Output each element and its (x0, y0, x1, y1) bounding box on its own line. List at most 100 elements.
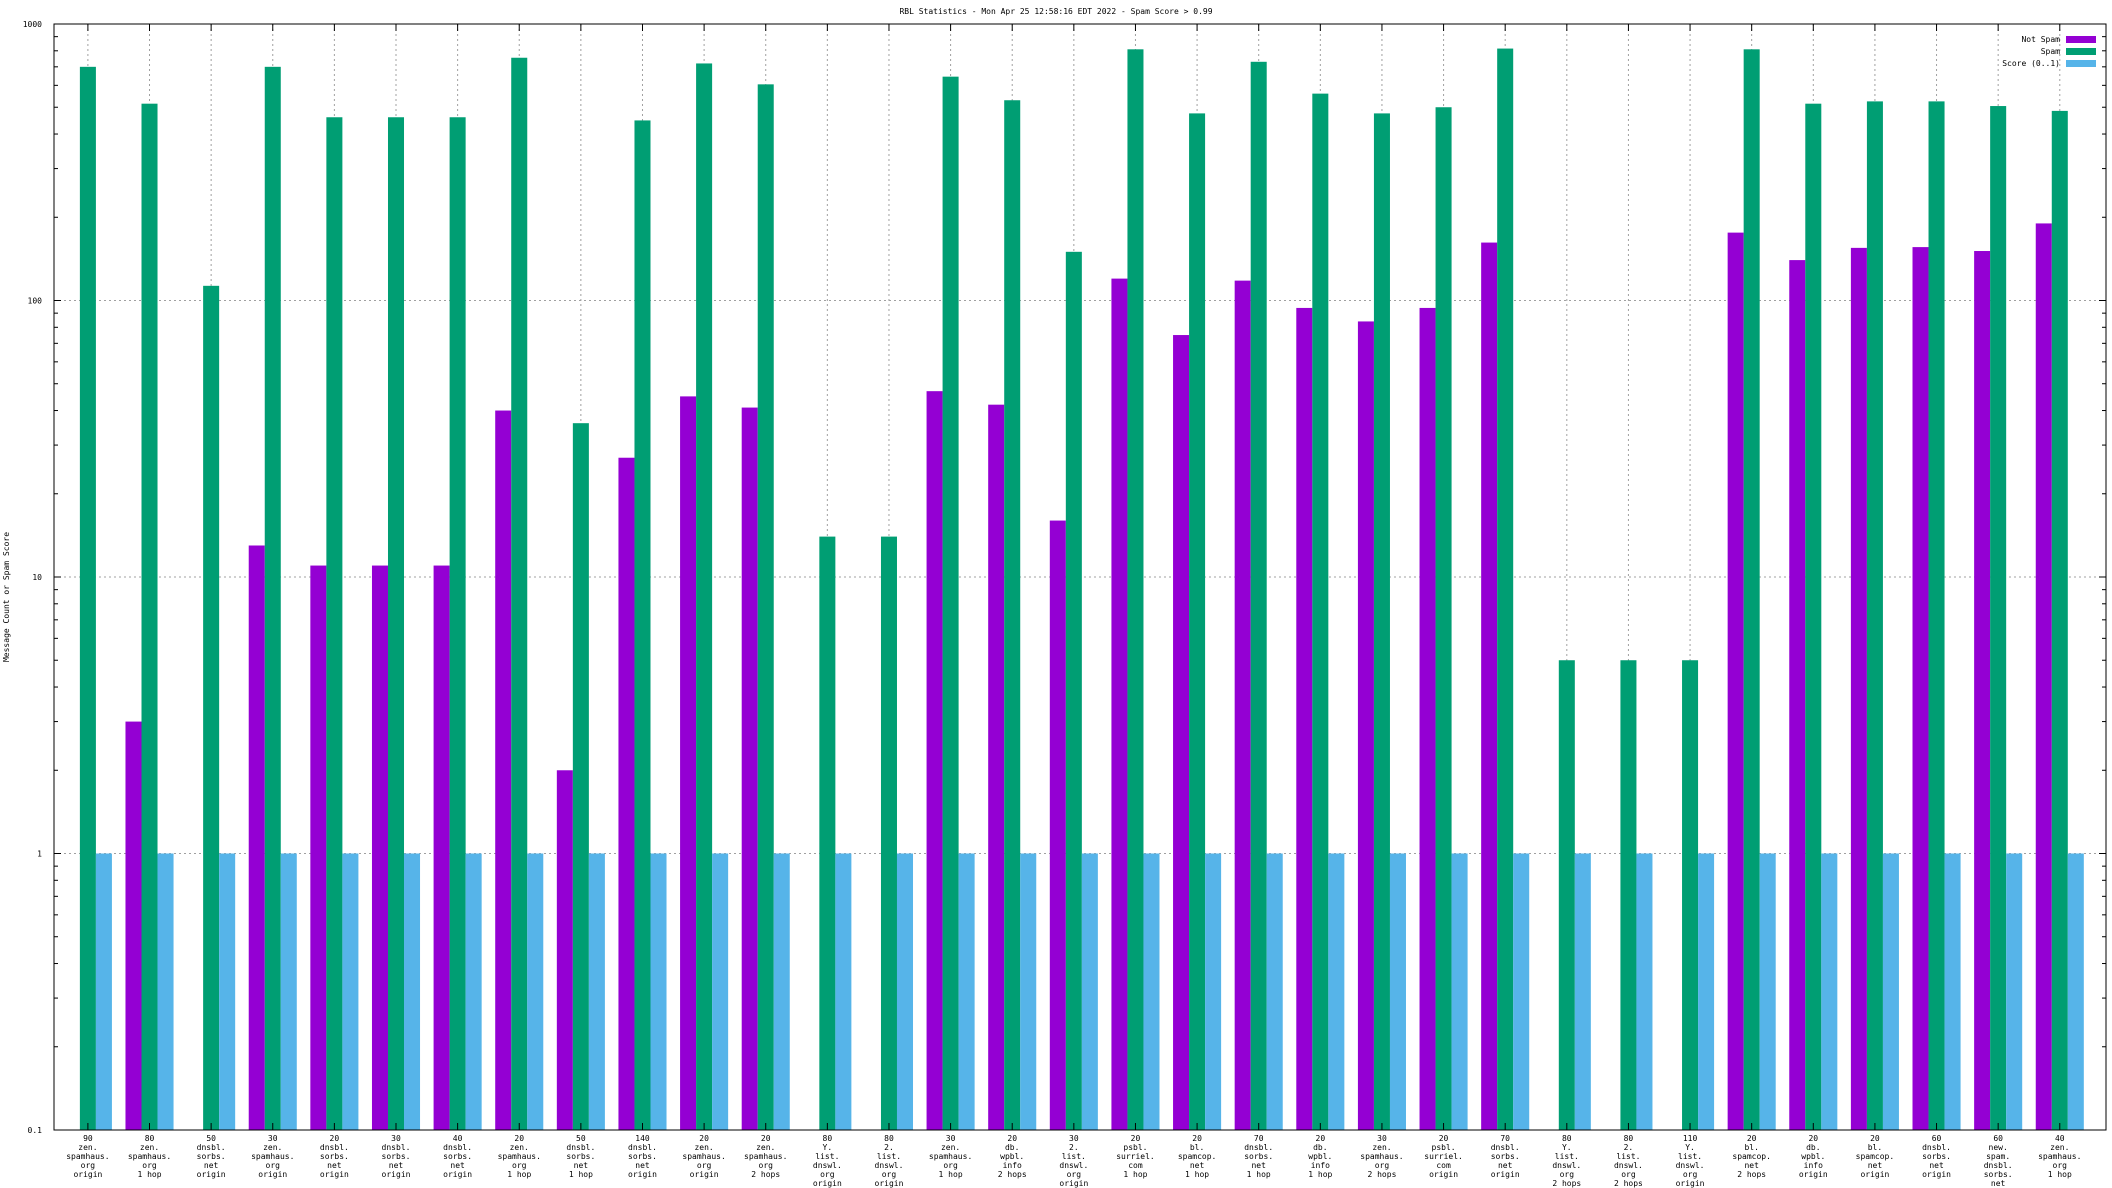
bar-score-0-1 (1205, 853, 1222, 1130)
bars (79, 48, 2084, 1131)
x-tick-label-line: 40 (2055, 1134, 2065, 1143)
y-tick-label: 100 (28, 297, 43, 306)
x-tick-label-line: origin (1922, 1170, 1951, 1179)
bar-not-spam (1727, 232, 1744, 1131)
x-tick-label-line: net (1929, 1161, 1944, 1170)
bar-score-0-1 (1020, 853, 1037, 1130)
x-tick-label-line: list. (877, 1152, 901, 1161)
bar-spam (1620, 660, 1637, 1130)
x-tick-label-line: 1 hop (939, 1170, 963, 1179)
x-tick-label-line: sorbs. (443, 1152, 472, 1161)
x-tick-label: 30 zen. spamhaus. org origin (251, 1134, 294, 1179)
x-tick-label-line: zen. (941, 1143, 960, 1152)
bar-score-0-1 (404, 853, 421, 1130)
y-tick-label: 0.1 (28, 1126, 43, 1135)
x-tick-label-line: origin (1799, 1170, 1828, 1179)
x-tick-label-line: 1 hop (137, 1170, 161, 1179)
x-tick-label-line: db. (1313, 1143, 1327, 1152)
x-tick-label-line: org (1621, 1170, 1636, 1179)
bar-score-0-1 (219, 853, 236, 1130)
bar-score-0-1 (1389, 853, 1406, 1130)
x-tick-label-line: 20 (1439, 1134, 1449, 1143)
x-tick-label: 20 zen. spamhaus. org origin (682, 1134, 725, 1179)
x-tick-label-line: sorbs. (1244, 1152, 1273, 1161)
bar-score-0-1 (1882, 853, 1899, 1130)
x-tick-label-line: sorbs. (566, 1152, 595, 1161)
x-tick-label-line: dnsbl. (320, 1143, 349, 1152)
x-tick-label-line: org (1375, 1161, 1390, 1170)
bar-not-spam (741, 407, 758, 1130)
x-tick-label-line: Y. (1685, 1143, 1695, 1152)
x-tick-label-line: sorbs. (197, 1152, 226, 1161)
bar-not-spam (556, 770, 573, 1130)
bar-score-0-1 (527, 853, 544, 1130)
x-tick-label-line: 60 (1993, 1134, 2003, 1143)
x-tick-label: 30 zen. spamhaus. org 2 hops (1360, 1134, 1403, 1179)
x-tick-label: 80 zen. spamhaus. org 1 hop (128, 1134, 171, 1179)
x-tick-label-line: org (1683, 1170, 1698, 1179)
bar-not-spam (1912, 247, 1929, 1130)
x-tick-label-line: 2 hops (751, 1170, 780, 1179)
x-tick-label-line: dnsbl. (1244, 1143, 1273, 1152)
x-tick-label-line: 20 (514, 1134, 524, 1143)
x-tick-label: 20 psbl. surriel. com 1 hop (1116, 1134, 1155, 1179)
chart-title: RBL Statistics - Mon Apr 25 12:58:16 EDT… (899, 7, 1212, 16)
legend-label: Not Spam (2021, 35, 2060, 44)
x-tick-label-line: zen. (1372, 1143, 1391, 1152)
bar-spam (1497, 48, 1514, 1130)
x-tick-label: 20 zen. spamhaus. org 1 hop (498, 1134, 541, 1179)
x-tick-label-line: spamhaus. (128, 1152, 171, 1161)
y-tick-label: 10 (32, 573, 42, 582)
bar-spam (511, 57, 528, 1130)
x-tick-label-line: 20 (761, 1134, 771, 1143)
x-tick-label-line: 20 (1808, 1134, 1818, 1143)
x-tick-label-line: 2 hops (1552, 1179, 1581, 1188)
x-tick-label-line: net (1498, 1161, 1513, 1170)
x-tick-label-line: wpbl. (1308, 1152, 1332, 1161)
bar-not-spam (248, 545, 265, 1130)
bar-spam (757, 84, 774, 1131)
x-tick-label-line: 30 (946, 1134, 956, 1143)
x-tick-label-line: sorbs. (1922, 1152, 1951, 1161)
bar-not-spam (926, 391, 943, 1131)
x-tick-label: 20 db. wpbl. info origin (1799, 1134, 1828, 1179)
bar-spam (1004, 100, 1021, 1131)
bar-score-0-1 (465, 853, 482, 1130)
x-tick-label-line: 110 (1683, 1134, 1698, 1143)
x-tick-label-line: spam. (1986, 1152, 2010, 1161)
x-tick-label-line: zen. (78, 1143, 97, 1152)
x-tick-label-line: spamcop. (1856, 1152, 1895, 1161)
x-tick-label-line: com (1436, 1161, 1451, 1170)
x-tick-label-line: zen. (140, 1143, 159, 1152)
x-tick-label-line: info (1003, 1161, 1022, 1170)
bar-spam (449, 117, 466, 1131)
x-tick-label: 140 dnsbl. sorbs. net origin (628, 1134, 657, 1179)
bar-spam (1805, 103, 1822, 1130)
x-tick-label-line: 1 hop (1247, 1170, 1271, 1179)
x-tick-label-line: 20 (1007, 1134, 1017, 1143)
x-tick-label-line: org (943, 1161, 958, 1170)
bar-not-spam (1850, 247, 1867, 1130)
bar-score-0-1 (896, 853, 914, 1130)
x-tick-label-line: psbl. (1123, 1143, 1147, 1152)
legend-label: Score (0..1) (2002, 59, 2060, 68)
bar-spam (1743, 49, 1760, 1130)
x-tick-label-line: info (1804, 1161, 1823, 1170)
x-tick-label-line: 70 (1254, 1134, 1264, 1143)
x-tick-label-line: dnsbl. (1984, 1161, 2013, 1170)
x-tick-label-line: 2 hops (1367, 1170, 1396, 1179)
x-tick-label-line: zen. (694, 1143, 713, 1152)
x-tick-label-line: 2. (884, 1143, 894, 1152)
x-tick-label: 20 bl. spamcop. net 1 hop (1178, 1134, 1217, 1179)
x-tick-label-line: surriel. (1424, 1152, 1463, 1161)
bar-not-spam (125, 721, 142, 1130)
x-tick-label: 110 Y. list. dnswl. org origin (1676, 1134, 1705, 1188)
x-tick-label-line: wpbl. (1801, 1152, 1825, 1161)
x-tick-label-line: 20 (1131, 1134, 1141, 1143)
x-tick-label: 50 dnsbl. sorbs. net 1 hop (566, 1134, 595, 1179)
x-tick-label-line: 50 (576, 1134, 586, 1143)
bar-score-0-1 (2006, 853, 2023, 1130)
x-tick-label-line: net (450, 1161, 465, 1170)
bar-score-0-1 (1636, 853, 1653, 1130)
x-tick-label-line: net (1744, 1161, 1759, 1170)
